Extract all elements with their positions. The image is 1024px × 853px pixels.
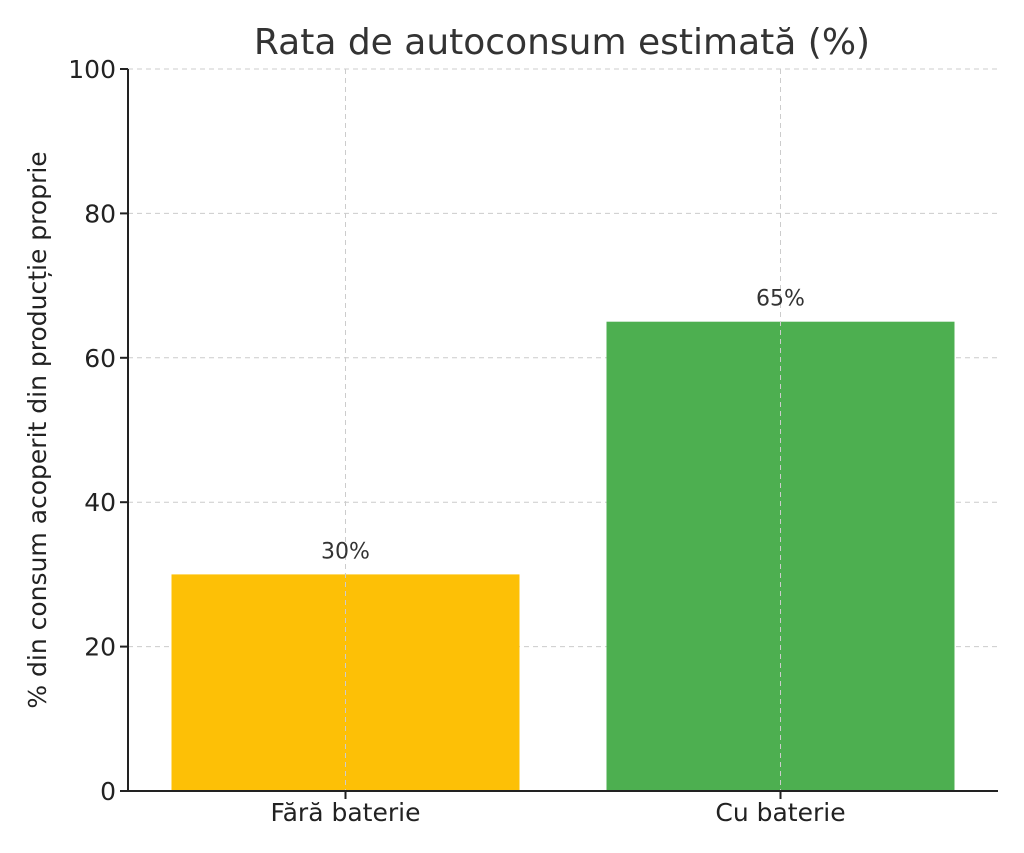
data-label: 65% bbox=[756, 287, 805, 312]
y-tick-label: 20 bbox=[84, 633, 116, 662]
data-labels: 30% 65% bbox=[321, 287, 805, 565]
x-tick-label: Cu baterie bbox=[715, 798, 845, 827]
data-label: 30% bbox=[321, 539, 370, 564]
y-tick-label: 80 bbox=[84, 199, 116, 228]
bars bbox=[171, 321, 955, 791]
y-axis-ticks: 0 20 40 60 80 100 bbox=[68, 55, 128, 806]
x-axis-ticks: Fără baterie Cu baterie bbox=[271, 791, 846, 827]
y-tick-label: 0 bbox=[100, 777, 116, 806]
y-tick-label: 100 bbox=[68, 55, 116, 84]
y-tick-label: 40 bbox=[84, 488, 116, 517]
vertical-gridlines bbox=[345, 69, 781, 791]
chart-title: Rata de autoconsum estimată (%) bbox=[254, 22, 870, 63]
y-tick-label: 60 bbox=[84, 344, 116, 373]
y-axis-label: % din consum acoperit din producție prop… bbox=[23, 151, 52, 708]
x-tick-label: Fără baterie bbox=[271, 798, 421, 827]
